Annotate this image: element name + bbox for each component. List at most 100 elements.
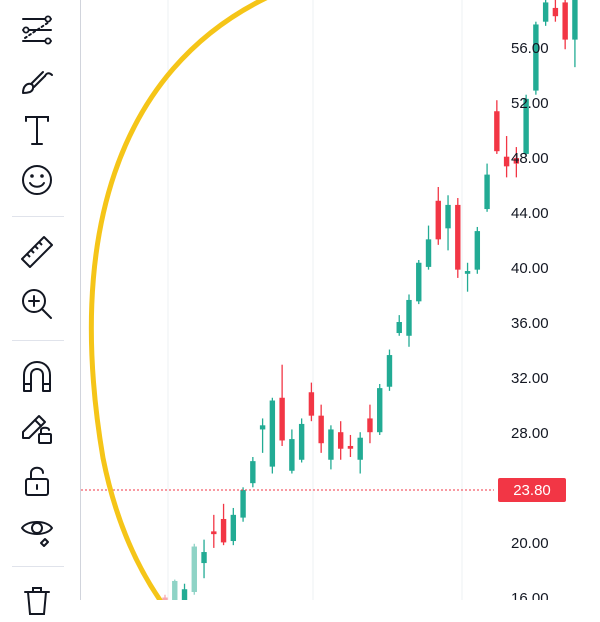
candle-body — [162, 597, 168, 600]
candle — [240, 487, 246, 522]
candle — [162, 594, 168, 600]
candle-body — [191, 546, 197, 592]
price-axis-label: 44.00 — [511, 205, 549, 222]
candle — [377, 383, 383, 435]
toolbar-divider — [12, 216, 64, 217]
price-axis-label: 52.00 — [511, 95, 549, 112]
trash-icon — [24, 587, 50, 615]
candle — [308, 382, 315, 422]
text-icon — [25, 116, 49, 145]
candle — [337, 421, 344, 460]
candle-body — [367, 418, 373, 433]
candle — [474, 226, 481, 274]
candle-body — [172, 580, 178, 600]
candle-body — [484, 174, 490, 210]
price-axis-label: 48.00 — [511, 150, 549, 167]
candles — [162, 0, 578, 600]
candle — [289, 429, 295, 474]
candle — [455, 198, 461, 278]
candle — [279, 364, 285, 446]
candle — [523, 94, 529, 157]
price-axis-label: 36.00 — [511, 315, 549, 332]
annotation-circle-drawing[interactable] — [88, 0, 268, 600]
candle-body — [357, 437, 363, 460]
candle — [318, 404, 324, 453]
candle — [250, 456, 256, 488]
candle-body — [542, 2, 549, 22]
candle — [533, 21, 539, 95]
candle-body — [289, 439, 295, 471]
candle-body — [279, 397, 285, 441]
candle-body — [396, 322, 402, 334]
candle-body — [425, 239, 432, 267]
ruler-tool-button[interactable] — [15, 230, 59, 274]
candle-body — [416, 262, 422, 302]
candle — [572, 0, 578, 68]
candle-body — [250, 461, 256, 484]
candle-body — [201, 552, 207, 564]
magnet-tool-button[interactable] — [15, 354, 59, 398]
candle-body — [445, 204, 451, 229]
candle-body — [220, 518, 227, 543]
last-price-label: 23.80 — [498, 478, 566, 503]
candle — [357, 432, 363, 474]
candle — [484, 163, 490, 212]
price-axis-label: 32.00 — [511, 370, 549, 387]
emoji-tool-button[interactable] — [15, 158, 59, 202]
toolbar-border — [80, 0, 81, 600]
candle-body — [318, 415, 324, 444]
candle — [464, 262, 471, 292]
candle — [367, 404, 373, 444]
candle — [220, 503, 227, 546]
candle-body — [523, 98, 529, 154]
zoom-in-icon — [22, 289, 52, 319]
price-axis-label: 16.00 — [511, 590, 549, 600]
candle-body — [513, 158, 520, 164]
grid — [167, 0, 463, 600]
candle — [328, 425, 334, 470]
visibility-button[interactable] — [15, 508, 59, 552]
emoji-icon — [22, 165, 52, 195]
candle-body — [308, 392, 315, 416]
price-axis-label: 40.00 — [511, 260, 549, 277]
brush-icon — [22, 71, 53, 94]
candle — [396, 315, 402, 336]
candle-body — [474, 231, 481, 270]
candle-body — [181, 589, 188, 600]
candle-body — [503, 156, 510, 167]
candle-body — [455, 204, 461, 270]
candle-body — [435, 200, 441, 240]
candle-body — [533, 24, 539, 91]
candle-body — [328, 429, 334, 460]
candlestick-chart[interactable]: 56.00 52.00 48.00 44.00 40.00 36.00 32.0… — [81, 0, 600, 600]
chart-area[interactable]: 56.00 52.00 48.00 44.00 40.00 36.00 32.0… — [81, 0, 600, 600]
lock-all-button[interactable] — [15, 458, 59, 502]
candle-body — [230, 514, 237, 542]
eye-icon — [21, 521, 53, 547]
candle-body — [298, 423, 305, 460]
candle — [406, 294, 412, 347]
candle — [425, 225, 432, 270]
candle — [269, 397, 276, 474]
ruler-icon — [21, 236, 53, 268]
candle — [211, 514, 217, 548]
candle-body — [464, 271, 471, 274]
candle-body — [406, 299, 412, 336]
price-axis-label: 28.00 — [511, 425, 549, 442]
brush-tool-button[interactable] — [15, 58, 59, 102]
candle — [416, 260, 422, 305]
magnet-icon — [23, 361, 51, 392]
price-axis[interactable]: 56.00 52.00 48.00 44.00 40.00 36.00 32.0… — [511, 40, 549, 600]
price-axis-label: 56.00 — [511, 40, 549, 57]
text-tool-button[interactable] — [15, 108, 59, 152]
zoom-tool-button[interactable] — [15, 282, 59, 326]
price-axis-label: 20.00 — [511, 535, 549, 552]
candle-body — [572, 0, 578, 40]
pattern-tool-button[interactable] — [15, 8, 59, 52]
lock-drawing-button[interactable] — [15, 406, 59, 450]
candle — [172, 579, 178, 600]
candle — [298, 418, 305, 463]
unlock-icon — [25, 466, 49, 496]
delete-tool-button[interactable] — [15, 578, 59, 622]
toolbar-divider — [12, 340, 64, 341]
